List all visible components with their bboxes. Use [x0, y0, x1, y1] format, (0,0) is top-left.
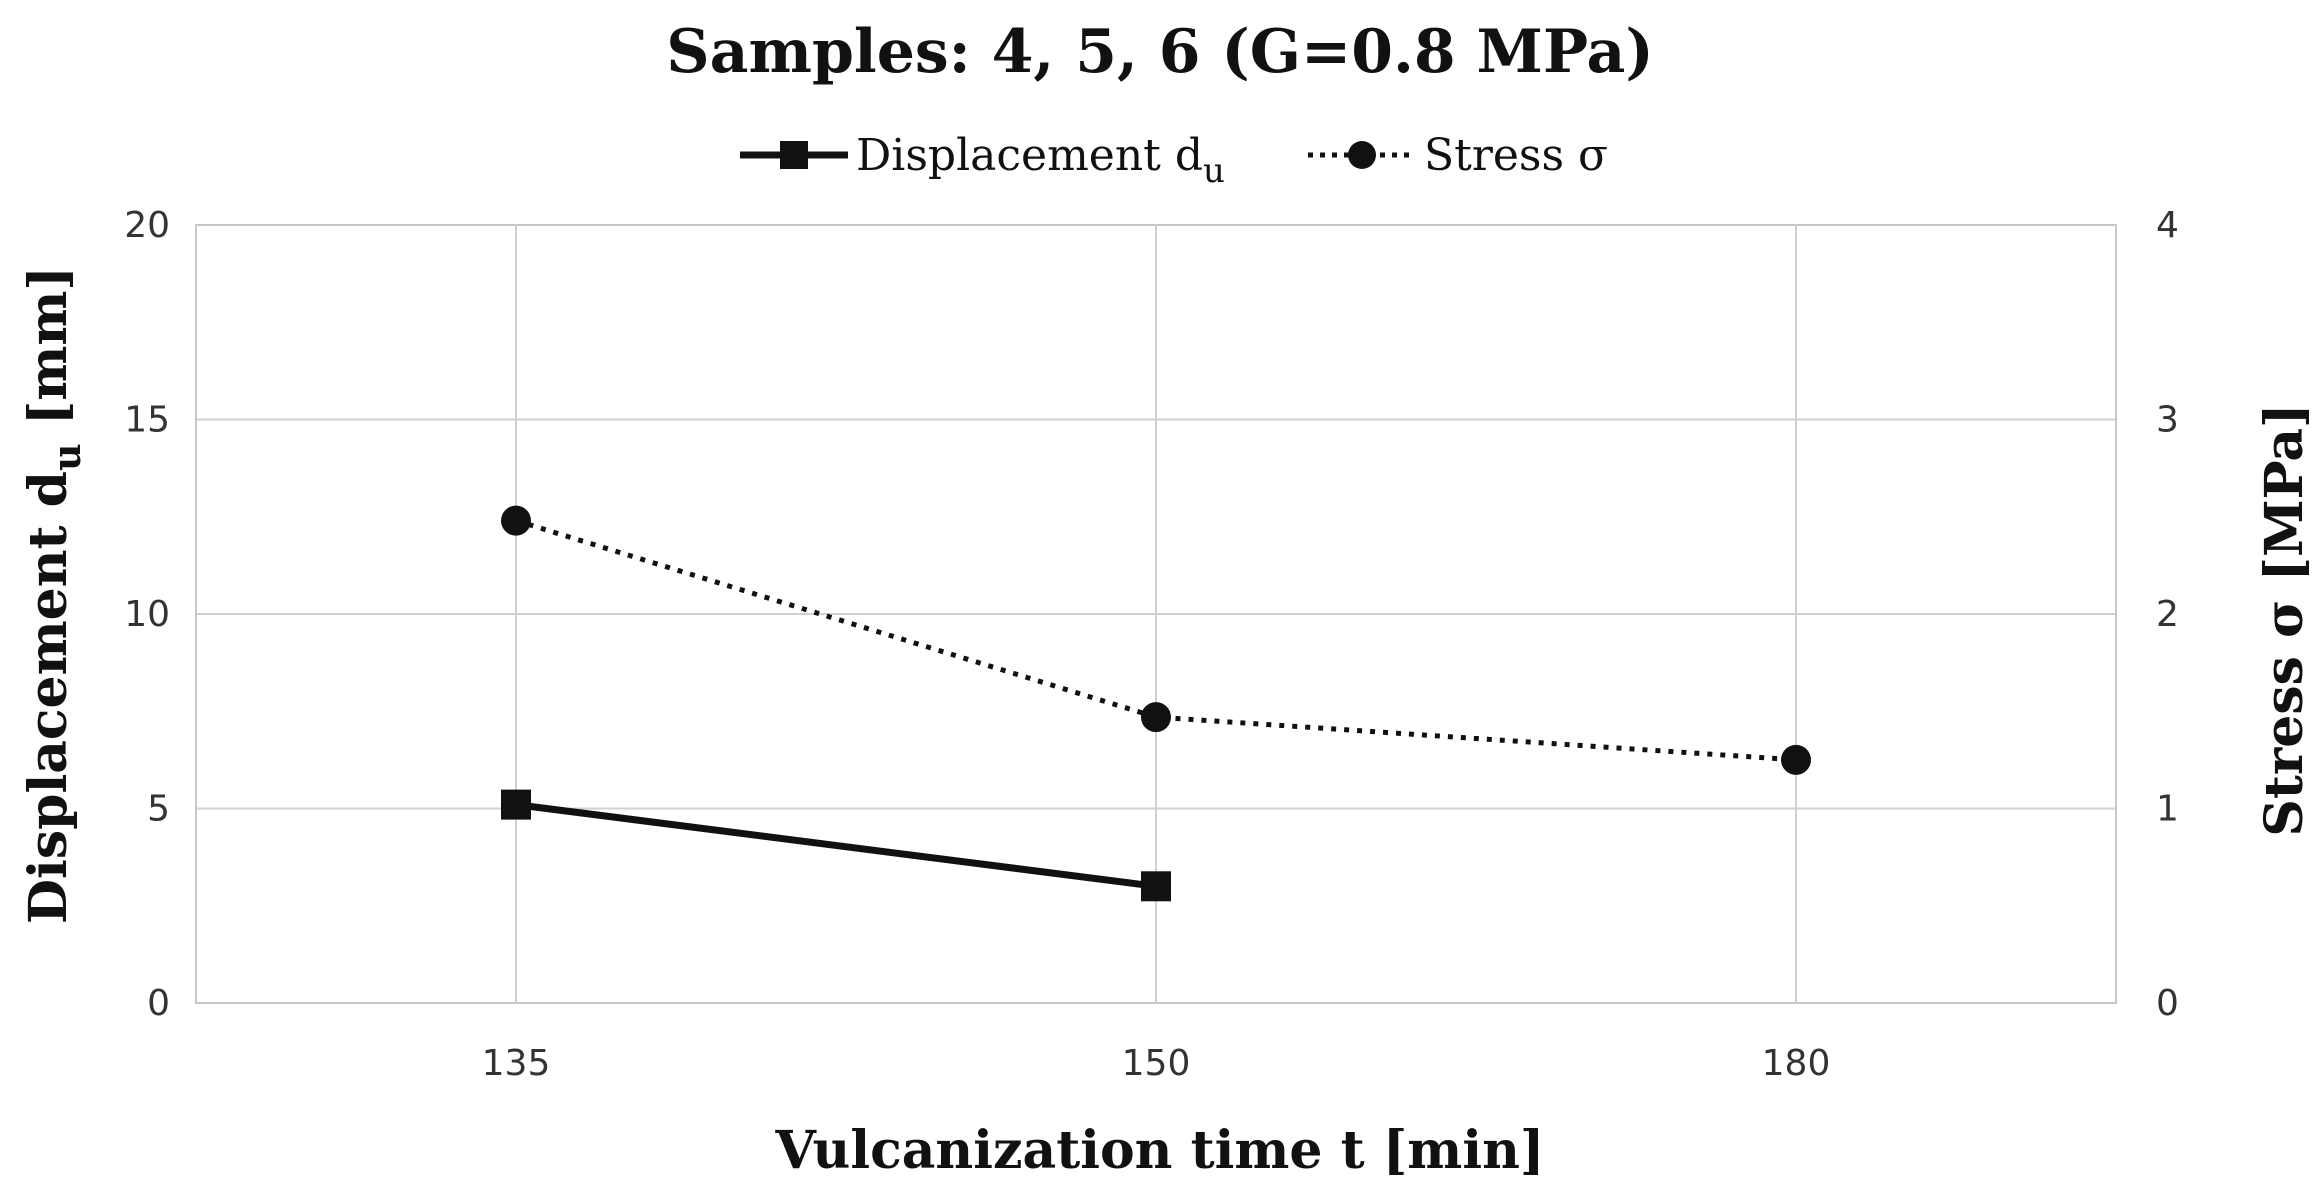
- chart-title: Samples: 4, 5, 6 (G=0.8 MPa): [666, 17, 1653, 87]
- x-tick-label: 135: [482, 1043, 551, 1084]
- legend: Displacement du Stress σ: [740, 130, 1608, 191]
- legend-label-displacement: Displacement du: [856, 130, 1225, 191]
- axes: 0 5 10 15 20 0 1 2 3 4 135 150 180: [124, 205, 2179, 1084]
- y-tick-label: 10: [124, 594, 170, 635]
- y2-tick-label: 4: [2156, 205, 2179, 246]
- data-point-displacement: [501, 789, 531, 820]
- y-tick-label: 5: [147, 789, 170, 830]
- y2-tick-label: 3: [2156, 400, 2179, 441]
- y2-axis-title: Stress σ [MPa]: [2254, 403, 2315, 836]
- y-axis-title-sub: u: [44, 443, 89, 471]
- data-point-stress: [1141, 702, 1171, 733]
- plot-frame: [195, 224, 2117, 1004]
- data-point-stress: [501, 505, 531, 536]
- y2-tick-label: 1: [2156, 789, 2179, 830]
- y-tick-label: 0: [147, 983, 170, 1024]
- y2-tick-label: 0: [2156, 983, 2179, 1024]
- legend-label-displacement-main: Displacement d: [856, 130, 1203, 181]
- legend-marker-stress: [1348, 141, 1376, 169]
- x-tick-label: 150: [1122, 1043, 1191, 1084]
- legend-item-displacement: Displacement du: [740, 130, 1225, 191]
- y-tick-label: 20: [124, 205, 170, 246]
- data-point-stress: [1781, 744, 1811, 775]
- legend-label-stress: Stress σ: [1424, 130, 1608, 181]
- y2-tick-label: 2: [2156, 594, 2179, 635]
- series: [501, 505, 1811, 902]
- series-line-stress: [515, 518, 1797, 763]
- y-axis-title-main: Displacement d: [18, 471, 79, 924]
- series-line-displacement: [515, 801, 1157, 890]
- legend-item-stress: Stress σ: [1308, 130, 1608, 181]
- data-point-displacement: [1141, 871, 1171, 902]
- legend-marker-displacement: [780, 141, 808, 169]
- x-tick-label: 180: [1762, 1043, 1831, 1084]
- x-axis-title: Vulcanization time t [min]: [775, 1120, 1545, 1181]
- y-axis-title-unit: [mm]: [18, 266, 79, 443]
- y-axis-title: Displacement du [mm]: [18, 266, 89, 924]
- y-tick-label: 15: [124, 400, 170, 441]
- legend-label-displacement-sub: u: [1203, 151, 1225, 191]
